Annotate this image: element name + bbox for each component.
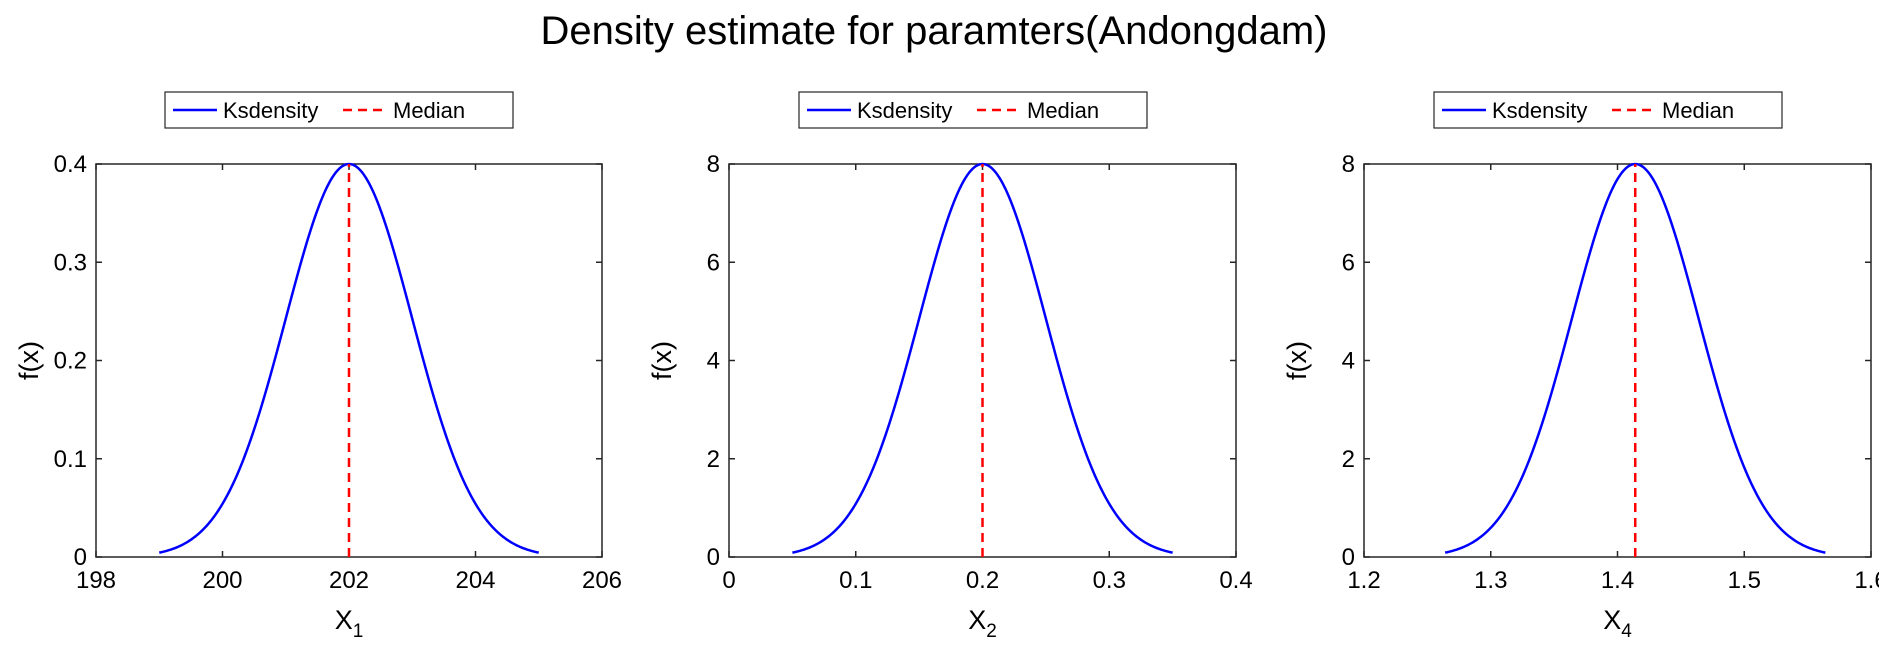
y-tick-label: 0 (1342, 544, 1355, 571)
y-tick-label: 0 (707, 544, 720, 571)
y-tick-label: 4 (1342, 348, 1355, 375)
y-axis-label: f(x) (14, 341, 44, 380)
axes-box (1363, 163, 1872, 558)
x-tick-label: 204 (455, 567, 495, 594)
x-tick-label: 1.6 (1854, 567, 1879, 594)
y-axis-label: f(x) (647, 341, 677, 380)
y-tick-label: 0.3 (54, 249, 87, 276)
x-tick-label: 0.4 (1219, 567, 1252, 594)
x-axis-label: X2 (968, 605, 997, 642)
x-tick-label: 0.3 (1093, 567, 1126, 594)
legend-ksdensity-label: Ksdensity (1492, 98, 1587, 123)
x-tick-label: 202 (329, 567, 369, 594)
figure-title: Density estimate for paramters(Andongdam… (541, 9, 1328, 53)
legend-ksdensity-label: Ksdensity (857, 98, 952, 123)
legend-box (798, 91, 1148, 129)
x-axis-label: X4 (1603, 605, 1632, 642)
x-axis-label: X1 (335, 605, 364, 642)
y-tick-label: 8 (1342, 151, 1355, 178)
y-tick-label: 6 (707, 249, 720, 276)
chart-panel-x1-density: 198 200 202 204 206 0 0.1 0.2 0.3 0.4 f(x) X1 Ksdens… (14, 91, 622, 642)
x-tick-label: 0.2 (966, 567, 999, 594)
legend-median-label: Median (1027, 98, 1099, 123)
x-tick-label: 1.2 (1347, 567, 1380, 594)
y-tick-label: 6 (1342, 249, 1355, 276)
legend-box (164, 91, 514, 129)
y-tick-label: 2 (707, 446, 720, 473)
x-tick-label: 1.3 (1474, 567, 1507, 594)
x-tick-label: 0.1 (839, 567, 872, 594)
y-tick-label: 0.1 (54, 446, 87, 473)
chart-panel-x2-density: 0 0.1 0.2 0.3 0.4 0 2 4 6 8 f(x) X2 Ksdensity Median (647, 91, 1253, 642)
x-tick-label: 1.4 (1601, 567, 1634, 594)
y-tick-label: 0 (74, 544, 87, 571)
chart-panel-x4-density: 1.2 1.3 1.4 1.5 1.6 0 2 4 6 8 f(x) X4 Ksdensity Media… (1282, 91, 1879, 642)
y-tick-label: 4 (707, 348, 720, 375)
y-tick-label: 0.4 (54, 151, 87, 178)
x-tick-label: 198 (76, 567, 116, 594)
x-tick-label: 206 (582, 567, 622, 594)
x-tick-label: 1.5 (1728, 567, 1761, 594)
legend-ksdensity-label: Ksdensity (223, 98, 318, 123)
legend-box (1433, 91, 1783, 129)
x-tick-label: 0 (722, 567, 735, 594)
legend-median-label: Median (393, 98, 465, 123)
legend-median-label: Median (1662, 98, 1734, 123)
y-tick-label: 8 (707, 151, 720, 178)
y-tick-label: 0.2 (54, 348, 87, 375)
y-tick-label: 2 (1342, 446, 1355, 473)
y-axis-label: f(x) (1282, 341, 1312, 380)
x-tick-label: 200 (202, 567, 242, 594)
